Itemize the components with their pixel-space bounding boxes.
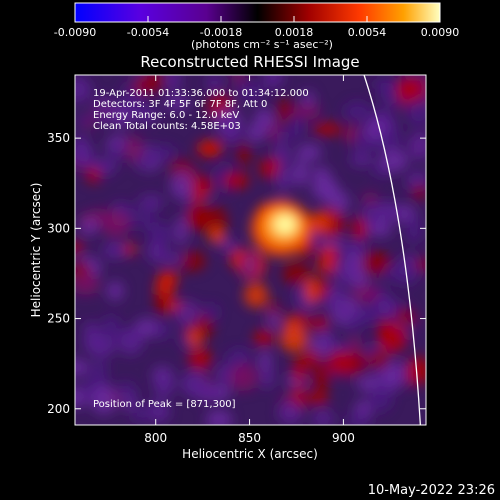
colorbar-tick-label: 0.0018 [275,26,314,39]
footer-timestamp: 10-May-2022 23:26 [368,483,495,498]
colorbar-tick-label: -0.0090 [54,26,96,39]
x-axis-label: Heliocentric X (arcsec) [182,447,318,461]
annotation-block: 19-Apr-2011 01:33:36.000 to 01:34:12.000… [93,88,309,132]
annotation-energy-range: Energy Range: 6.0 - 12.0 keV [93,110,239,121]
y-tick-label: 350 [47,131,70,145]
colorbar-tick-label: 0.0090 [421,26,460,39]
colorbar-tick-label: -0.0018 [200,26,242,39]
colorbar-unit-label: (photons cm⁻² s⁻¹ asec⁻²) [191,38,333,51]
y-tick-label: 200 [47,402,70,416]
annotation-time-range: 19-Apr-2011 01:33:36.000 to 01:34:12.000 [93,88,309,99]
peak-position-label: Position of Peak = [871,300] [93,399,236,410]
annotation-clean-counts: Clean Total counts: 4.58E+03 [93,121,241,132]
colorbar-tick-label: 0.0054 [348,26,387,39]
axis-ticks: 800 850 900 200 250 300 350 [47,75,426,445]
colorbar-tick-label: -0.0054 [127,26,169,39]
y-axis-label: Heliocentric Y (arcsec) [29,183,43,318]
annotation-detectors: Detectors: 3F 4F 5F 6F 7F 8F, Att 0 [93,99,267,110]
y-tick-label: 300 [47,221,70,235]
plot-frame [74,74,427,426]
colorbar-ticks: -0.0090 -0.0054 -0.0018 0.0018 0.0054 0.0090 [54,16,459,39]
chart-title: Reconstructed RHESSI Image [140,53,359,71]
x-tick-label: 800 [144,431,167,445]
solar-limb-arc [363,74,422,426]
heatmap-image [75,75,426,425]
x-tick-label: 850 [238,431,261,445]
colorbar [74,2,441,23]
y-tick-label: 250 [47,312,70,326]
x-tick-label: 900 [332,431,355,445]
